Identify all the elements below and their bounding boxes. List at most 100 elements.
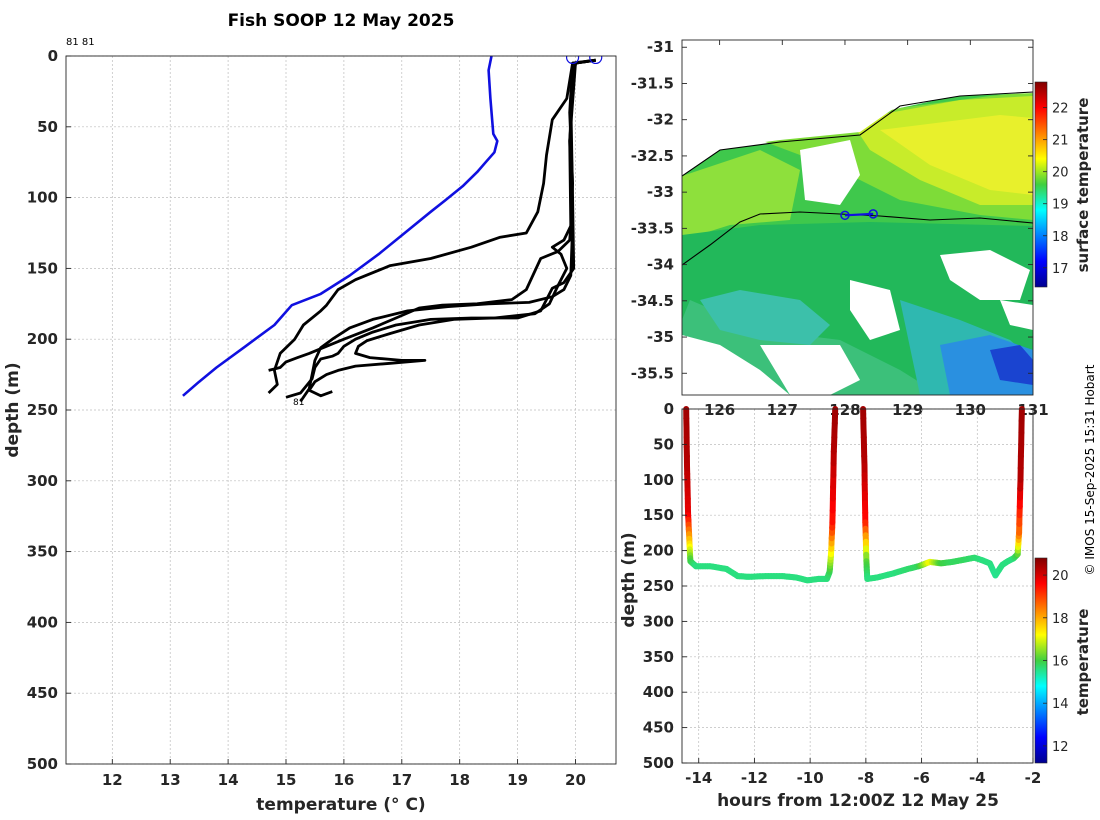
cbar-tick-label: 18 [1052,230,1069,245]
cbar-tick-label: 20 [1052,166,1069,181]
map-y-tick-label: -34 [647,256,674,274]
cbar-tick-label: 22 [1052,102,1069,117]
dt-y-tick-label: 500 [643,754,674,772]
profile-x-ticks: 12 13 14 15 16 17 18 19 20 [102,759,586,789]
dt-cbar-tick-label: 20 [1052,569,1069,584]
depth-time-x-label: hours from 12:00Z 12 May 25 [717,791,999,811]
profile-axes-frame [65,55,617,765]
dt-y-tick-label: 100 [643,471,674,489]
depth-time-y-ticks: 0 50 100 150 200 250 300 350 400 450 500 [643,400,687,772]
x-tick-label: 16 [333,771,354,789]
track-point [868,209,878,219]
map-y-tick-label: -34.5 [631,292,674,310]
profile-x-label: temperature (° C) [256,795,425,815]
y-tick-label: 100 [27,189,58,207]
dt-x-tick-label: -12 [741,769,768,787]
map-x-tick-label: 127 [767,401,798,419]
series-profile-4 [268,58,596,372]
depth-time-x-ticks: -14 -12 -10 -8 -6 -4 -2 [685,758,1041,787]
sst-colorbar-label: surface temperature [1074,98,1092,273]
cbar-tick-label: 21 [1052,134,1069,149]
annotation-top-left: 81 81 [66,37,95,48]
x-tick-label: 19 [507,771,528,789]
map-y-ticks: -31 -31.5 -32 -32.5 -33 -33.5 -34 -34.5 -35 -35.5 [631,38,1033,382]
y-tick-label: 50 [37,118,58,136]
series-profile-3 [285,58,596,399]
series-profile-5 [307,58,596,398]
dt-cbar-tick-label: 12 [1052,740,1069,755]
map-y-tick-label: -31.5 [631,74,674,92]
x-tick-label: 13 [160,771,181,789]
series-profile-2 [299,58,596,403]
sst-map-area: -31 -31.5 -32 -32.5 -33 -33.5 -34 -34.5 -35 -35.5… [631,38,1049,419]
dt-cbar-tick-label: 16 [1052,655,1069,670]
y-tick-label: 200 [27,330,58,348]
x-tick-label: 17 [391,771,412,789]
y-tick-label: 500 [27,755,58,773]
depth-time-y-label: depth (m) [619,532,639,627]
dt-x-tick-label: -2 [1025,769,1042,787]
sst-field [682,40,1033,395]
profile-series [182,56,603,403]
x-tick-label: 20 [565,771,586,789]
cbar-tick-label: 17 [1052,262,1069,277]
y-tick-label: 150 [27,259,58,277]
chart-title: Fish SOOP 12 May 2025 [228,11,455,31]
x-tick-label: 15 [276,771,297,789]
credit-text: © IMOS 15-Sep-2025 15:31 Hobart [1083,364,1097,575]
map-y-tick-label: -32 [647,111,674,129]
y-tick-label: 0 [48,47,58,65]
temperature-colorbar-ticks: 12 14 16 18 20 [1043,569,1069,755]
y-tick-label: 250 [27,401,58,419]
dt-x-tick-label: -4 [969,769,986,787]
map-x-tick-label: 130 [955,401,986,419]
sst-colorbar [1034,81,1048,288]
dt-y-tick-label: 250 [643,577,674,595]
y-tick-label: 300 [27,472,58,490]
map-y-tick-label: -32.5 [631,147,674,165]
map-y-tick-label: -35.5 [631,364,674,382]
profile-y-label: depth (m) [3,362,23,457]
map-y-tick-label: -33.5 [631,219,674,237]
profile-grid [66,55,616,765]
map-x-tick-label: 126 [704,401,735,419]
dt-x-tick-label: -6 [913,769,930,787]
x-tick-label: 12 [102,771,123,789]
map-y-tick-label: -33 [647,183,674,201]
sst-colorbar-ticks: 17 18 19 20 21 22 [1043,102,1069,277]
dt-cbar-tick-label: 18 [1052,612,1069,627]
map-y-tick-label: -31 [647,38,674,56]
map-x-tick-label: 129 [892,401,923,419]
map-axes-frame [681,39,1034,396]
cbar-tick-label: 19 [1052,198,1069,213]
profile-y-ticks: 0 50 100 150 200 250 300 350 400 450 500 [27,47,71,773]
x-tick-label: 18 [449,771,470,789]
surface-marker [565,56,580,65]
map-y-tick-label: -35 [647,328,674,346]
dt-y-tick-label: 50 [653,435,674,453]
dt-x-tick-label: -10 [797,769,824,787]
dt-y-tick-label: 200 [643,542,674,560]
dt-y-tick-label: 450 [643,719,674,737]
surface-marker [589,56,603,65]
y-tick-label: 350 [27,543,58,561]
dt-y-tick-label: 0 [664,400,674,418]
y-tick-label: 400 [27,613,58,631]
dt-y-tick-label: 150 [643,506,674,524]
depth-time-series [683,406,1025,584]
dt-cbar-tick-label: 14 [1052,697,1069,712]
y-tick-label: 450 [27,684,58,702]
dt-y-tick-label: 350 [643,648,674,666]
dt-x-tick-label: -14 [685,769,712,787]
dt-y-tick-label: 400 [643,683,674,701]
dt-y-tick-label: 300 [643,612,674,630]
x-tick-label: 14 [218,771,239,789]
ship-track [840,209,878,221]
series-climatology [182,56,499,397]
depth-time-grid [682,408,1034,764]
track-point [840,210,850,221]
dt-x-tick-label: -8 [858,769,875,787]
temperature-colorbar-label: temperature [1074,609,1092,716]
annotation-bottom-label: 81 [293,398,304,408]
